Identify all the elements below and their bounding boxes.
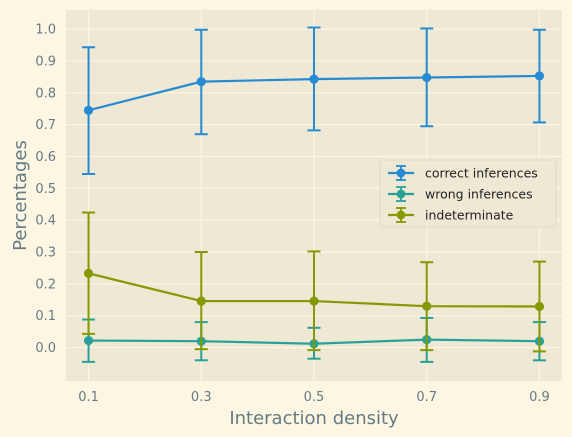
legend-item: wrong inferences xyxy=(388,186,533,202)
y-tick-label: 0.5 xyxy=(35,182,56,197)
data-point xyxy=(83,268,94,278)
data-point xyxy=(83,335,94,346)
x-tick-label: 0.1 xyxy=(78,390,99,405)
legend-frame xyxy=(379,159,557,228)
axis-ticks: 0.0 0.1 0.2 0.3 0.4 0.5 0.6 0.7 0.8 0.9 1.0 0.1 0.3 0… xyxy=(35,23,549,405)
series-layer xyxy=(82,26,546,363)
data-point xyxy=(196,77,206,87)
legend-marker xyxy=(396,210,406,220)
legend-item: indeterminate xyxy=(388,207,514,223)
series-group xyxy=(82,211,546,353)
data-point xyxy=(309,296,319,306)
x-tick-label: 0.5 xyxy=(304,390,325,405)
x-tick-label: 0.7 xyxy=(416,390,437,405)
legend-label: correct inferences xyxy=(425,166,538,181)
data-point xyxy=(422,72,432,83)
legend-marker xyxy=(396,168,406,178)
legend-label: wrong inferences xyxy=(425,187,533,202)
y-tick-label: 0.8 xyxy=(35,86,56,101)
y-tick-label: 0.2 xyxy=(35,277,56,292)
y-tick-label: 0.9 xyxy=(35,54,56,69)
y-tick-label: 0.4 xyxy=(35,214,56,229)
data-point xyxy=(83,105,94,115)
y-tick-label: 1.0 xyxy=(35,23,56,38)
data-point xyxy=(196,296,206,306)
x-tick-label: 0.3 xyxy=(191,390,212,405)
data-point xyxy=(309,74,319,84)
data-point xyxy=(422,301,432,311)
x-axis-label: Interaction density xyxy=(229,408,399,429)
legend-label: indeterminate xyxy=(425,208,514,223)
legend: correct inferences wrong inferences indete… xyxy=(379,159,557,228)
y-axis-label: Percentages xyxy=(10,140,31,251)
x-tick-label: 0.9 xyxy=(529,390,550,405)
y-tick-label: 0.0 xyxy=(35,341,56,356)
legend-item: correct inferences xyxy=(388,165,538,181)
series-group xyxy=(82,26,546,176)
y-tick-label: 0.6 xyxy=(35,150,56,165)
legend-marker xyxy=(396,189,406,199)
y-tick-label: 0.7 xyxy=(35,118,56,133)
data-point xyxy=(534,71,545,81)
y-tick-label: 0.3 xyxy=(35,246,56,261)
y-tick-label: 0.1 xyxy=(35,309,56,324)
data-point xyxy=(534,301,545,312)
